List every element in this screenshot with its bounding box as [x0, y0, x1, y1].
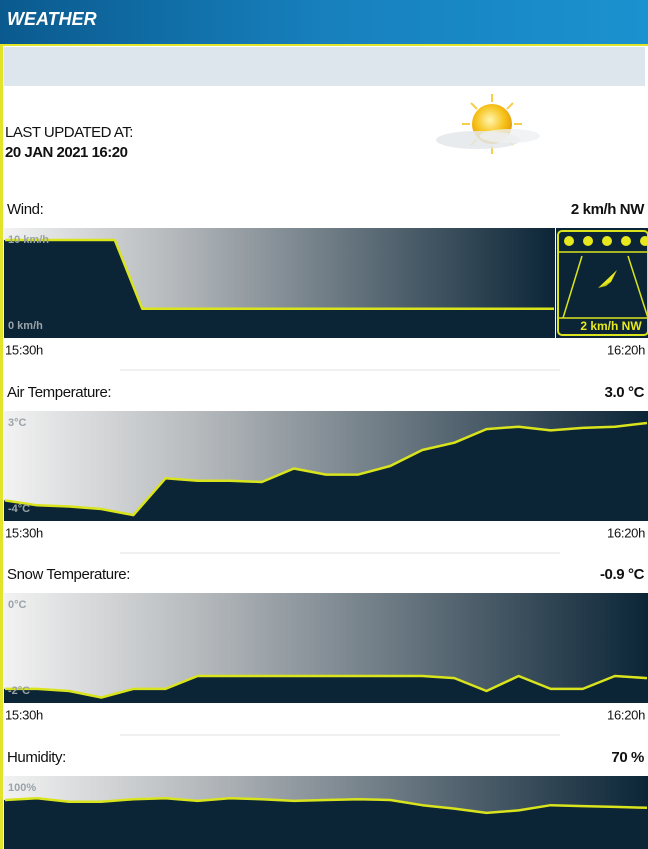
data-line [5, 674, 648, 699]
updated-label: LAST UPDATED AT: [5, 124, 133, 141]
data-line [4, 421, 648, 517]
section-label: Snow Temperature: [7, 566, 130, 583]
current-value: 3.0 °C [605, 384, 645, 401]
left-border [0, 44, 3, 849]
y-tick-label: 0°C [8, 599, 27, 611]
area-fill [4, 593, 648, 698]
section-label: Humidity: [7, 749, 66, 766]
weather-icon [436, 94, 540, 154]
area-fill [4, 411, 648, 516]
current-value: -0.9 °C [600, 566, 645, 583]
updated-value: 20 JAN 2021 16:20 [5, 144, 128, 161]
data-line [5, 238, 554, 311]
y-tick-label: 10 km/h [8, 234, 49, 246]
y-tick-label: 0 km/h [8, 320, 43, 332]
y-tick-label: 100% [8, 782, 36, 794]
header-title: WEATHER [7, 9, 97, 29]
section-label: Air Temperature: [7, 384, 111, 401]
header-bar [0, 0, 648, 45]
area-fill [4, 776, 648, 813]
y-tick-label: 3°C [8, 417, 27, 429]
header-border [0, 44, 648, 46]
x-tick-label: 16:20h [607, 707, 645, 722]
data-line [4, 797, 648, 815]
info-bar [4, 47, 645, 86]
section-label: Wind: [7, 201, 43, 218]
x-tick-label: 15:30h [5, 707, 43, 722]
x-tick-label: 15:30h [5, 342, 43, 357]
x-tick-label: 16:20h [607, 342, 645, 357]
y-tick-label: -4°C [8, 503, 30, 515]
wind-compass: 2 km/h NW [556, 228, 648, 338]
compass-label: 2 km/h NW [580, 319, 642, 333]
y-tick-label: -2°C [8, 685, 30, 697]
current-value: 2 km/h NW [571, 201, 645, 218]
x-tick-label: 15:30h [5, 525, 43, 540]
area-fill [4, 228, 555, 309]
current-value: 70 % [611, 749, 644, 766]
x-tick-label: 16:20h [607, 525, 645, 540]
